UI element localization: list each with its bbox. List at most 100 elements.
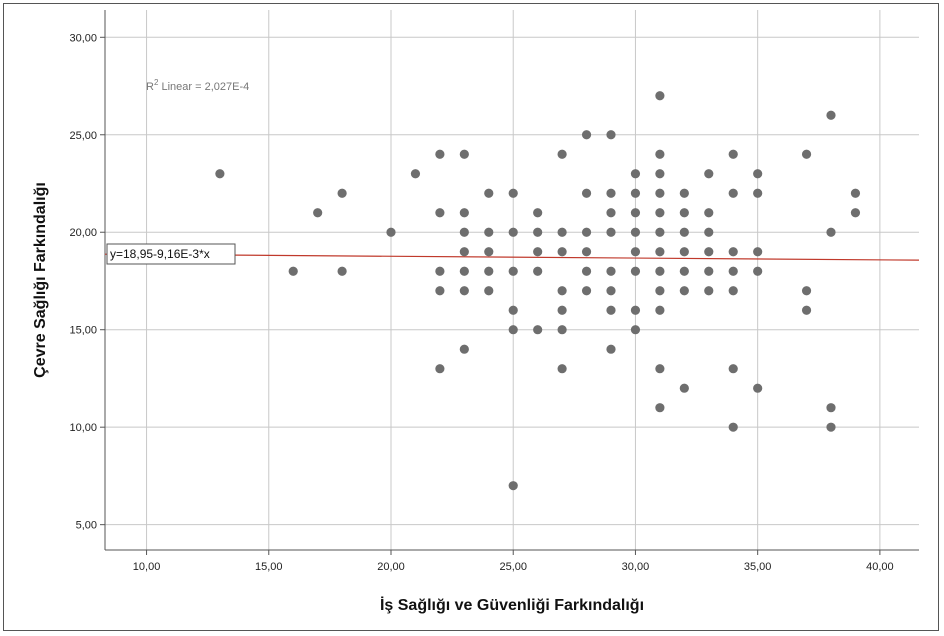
data-point [606,266,616,276]
data-point [533,227,543,237]
data-point [459,266,469,276]
data-point [704,169,714,179]
data-point [484,188,494,198]
data-point [215,169,225,179]
r2-prefix: R [146,81,154,93]
fit-equation-box [106,243,236,265]
r2-value: Linear = 2,027E-4 [158,81,249,93]
data-point [655,286,665,296]
data-point [655,364,665,374]
fit-line [104,253,920,261]
data-point [606,227,616,237]
data-point [753,247,763,257]
data-point [484,286,494,296]
data-point [655,91,665,101]
data-point [435,149,445,159]
data-point [850,188,861,198]
data-point [655,188,665,198]
data-point [630,266,641,276]
data-point [337,266,347,276]
r2-superscript: 2 [154,78,159,87]
data-point [704,266,714,276]
data-point [606,208,616,218]
data-point [679,227,689,237]
data-point [508,325,518,335]
axes [100,10,919,555]
data-point [459,208,469,218]
data-point [826,110,836,120]
data-point [704,247,714,257]
data-point [557,286,567,296]
data-point [410,169,421,179]
data-point [801,305,812,315]
data-point [826,403,836,413]
data-point [557,364,567,374]
data-point [435,266,445,276]
data-point [850,208,861,218]
data-point [728,286,738,296]
data-point [655,169,665,179]
data-point [679,286,689,296]
y-tick-label: 25,00 [69,130,97,142]
data-point [728,422,738,432]
data-point [655,227,665,237]
data-point [581,266,592,276]
tick-labels: 10,00 15,00 20,00 25,00 30,00 35,00 40,00 5,00 1… [69,32,893,573]
data-point [581,227,592,237]
data-point [581,247,592,257]
data-point [728,188,738,198]
data-point [704,286,714,296]
data-point [484,227,494,237]
data-point [459,149,469,159]
data-point [581,188,592,198]
data-point [630,208,641,218]
data-point [801,149,812,159]
data-point [606,344,616,354]
data-point [728,247,738,257]
data-point [508,305,518,315]
data-point [655,403,665,413]
data-point [435,286,445,296]
y-tick-label: 10,00 [69,422,97,434]
r2-annotation: R2 Linear = 2,027E-4 [146,78,249,93]
data-point [557,325,567,335]
data-point [728,266,738,276]
data-point [630,247,641,257]
data-point [606,130,616,140]
data-point [557,227,567,237]
data-point [337,188,347,198]
x-tick-label: 35,00 [744,561,772,573]
data-point [557,247,567,257]
data-point [606,305,616,315]
data-point [655,305,665,315]
data-point [313,208,323,218]
data-point [826,227,836,237]
data-point [655,149,665,159]
x-tick-label: 15,00 [255,561,283,573]
data-point [508,227,518,237]
data-point [581,130,592,140]
y-axis-title: Çevre Sağlığı Farkındalığı [32,182,49,378]
data-point [581,286,592,296]
data-point [630,188,641,198]
data-point [679,188,689,198]
y-tick-label: 15,00 [69,325,97,337]
data-point [655,208,665,218]
chart-frame [3,3,939,631]
data-point [679,383,689,393]
data-point [630,169,641,179]
x-tick-label: 10,00 [133,561,161,573]
x-tick-label: 20,00 [377,561,405,573]
data-point [606,286,616,296]
data-point [704,208,714,218]
data-points [215,91,861,491]
data-point [508,266,518,276]
fit-line-group [104,253,920,261]
fit-equation: y=18,95-9,16E-3*x [110,247,210,261]
data-point [459,227,469,237]
data-point [459,344,469,354]
data-point [753,383,763,393]
data-point [801,286,812,296]
x-axis-title: İş Sağlığı ve Güvenliği Farkındalığı [380,596,644,614]
data-point [630,227,641,237]
